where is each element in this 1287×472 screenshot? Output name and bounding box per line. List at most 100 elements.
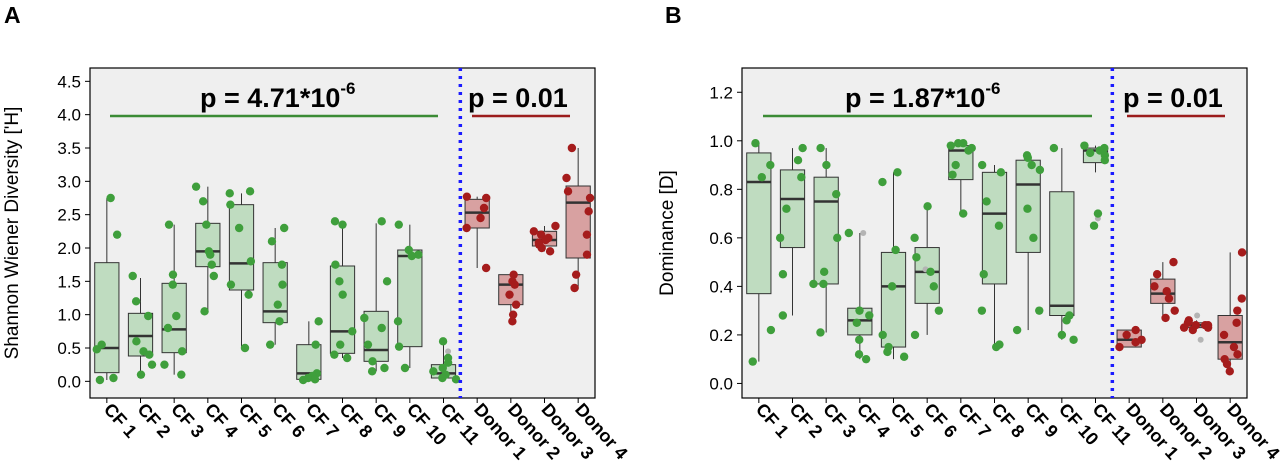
- data-point: [951, 160, 960, 170]
- data-point: [160, 360, 169, 369]
- data-point: [887, 282, 897, 291]
- data-point: [443, 358, 453, 367]
- x-tick-label: CF 1: [100, 399, 141, 441]
- data-point: [585, 193, 595, 203]
- data-point: [1115, 342, 1124, 352]
- data-point: [407, 251, 417, 261]
- p-value-label: p = 0.01: [468, 83, 568, 113]
- data-point: [797, 172, 806, 182]
- data-point: [109, 373, 118, 383]
- data-point: [245, 187, 255, 196]
- y-tick-label: 0.0: [709, 374, 733, 393]
- data-point: [855, 335, 864, 344]
- data-point: [1100, 156, 1110, 165]
- data-point: [562, 173, 571, 183]
- data-point: [775, 233, 785, 243]
- y-tick-label: 2.0: [57, 239, 81, 258]
- data-point: [1085, 148, 1095, 158]
- data-point: [191, 182, 201, 191]
- data-point: [982, 197, 991, 206]
- data-point: [363, 340, 373, 349]
- data-point: [400, 363, 410, 373]
- y-tick-label: 4.5: [57, 72, 81, 91]
- data-point: [584, 207, 593, 216]
- x-tick-label: CF 2: [786, 399, 827, 441]
- x-tick-label: CF 9: [369, 399, 410, 441]
- y-tick-label: 3.0: [57, 172, 81, 191]
- x-tick-label: CF 4: [853, 399, 894, 441]
- data-point: [132, 337, 141, 346]
- data-point: [832, 189, 841, 199]
- data-point: [482, 193, 491, 203]
- data-point: [177, 370, 186, 379]
- data-point: [310, 375, 320, 384]
- data-point: [1029, 233, 1038, 243]
- data-point: [414, 250, 423, 259]
- data-point: [1035, 306, 1044, 315]
- x-tick-label: CF 6: [920, 399, 961, 441]
- data-point: [1169, 257, 1178, 267]
- data-point: [438, 363, 447, 373]
- x-tick-label: CF 5: [887, 399, 928, 441]
- y-tick-label: 1.0: [709, 132, 733, 151]
- data-point: [207, 260, 216, 269]
- data-point: [883, 347, 892, 357]
- data-point: [977, 160, 987, 170]
- data-point: [1093, 209, 1103, 218]
- data-point: [95, 375, 105, 385]
- data-point: [934, 306, 944, 315]
- data-point: [1131, 337, 1140, 347]
- data-point: [335, 277, 344, 286]
- data-point: [855, 306, 864, 315]
- data-point: [1237, 248, 1247, 257]
- data-point: [1237, 294, 1246, 303]
- data-point: [545, 247, 555, 256]
- data-point: [1229, 342, 1239, 352]
- data-point: [878, 177, 887, 187]
- data-point: [1131, 325, 1140, 335]
- data-point: [234, 223, 244, 233]
- data-point: [336, 340, 345, 349]
- y-tick-label: 0.6: [709, 229, 733, 248]
- p-value-exponent: -6: [985, 79, 1000, 98]
- data-point: [793, 156, 803, 165]
- data-point: [778, 311, 788, 320]
- box-body: [981, 171, 1008, 285]
- data-point: [959, 209, 968, 218]
- data-point: [929, 282, 939, 291]
- outlier-point: [1194, 312, 1201, 319]
- data-point: [451, 375, 461, 384]
- x-tick-label: CF 4: [201, 399, 242, 441]
- data-point: [1179, 323, 1189, 332]
- outlier-point: [445, 348, 452, 355]
- data-point: [854, 350, 864, 359]
- data-point: [1023, 153, 1033, 162]
- data-point: [1152, 270, 1162, 279]
- data-point: [893, 168, 902, 177]
- box-body: [880, 251, 907, 348]
- data-point: [563, 187, 573, 196]
- y-tick-label: 1.2: [709, 83, 733, 102]
- data-point: [377, 217, 386, 226]
- p-value-text: p = 0.01: [1123, 83, 1223, 113]
- data-point: [816, 328, 825, 337]
- data-point: [1219, 330, 1229, 340]
- data-point: [246, 257, 256, 266]
- data-point: [438, 373, 447, 383]
- data-point: [209, 271, 219, 281]
- data-point: [163, 323, 173, 333]
- data-point: [541, 235, 550, 245]
- x-tick-label: CF 7: [954, 399, 995, 441]
- data-point: [331, 260, 340, 269]
- data-point: [757, 172, 767, 182]
- data-point: [1150, 282, 1159, 291]
- data-point: [226, 280, 236, 289]
- x-tick-label: CF 8: [988, 399, 1029, 441]
- data-point: [265, 340, 275, 349]
- x-tick-label: CF 3: [167, 399, 208, 441]
- p-value-exponent: -6: [340, 79, 355, 98]
- data-point: [809, 279, 818, 289]
- y-tick-label: 1.5: [57, 272, 81, 291]
- data-point: [240, 343, 250, 353]
- data-point: [1188, 325, 1198, 335]
